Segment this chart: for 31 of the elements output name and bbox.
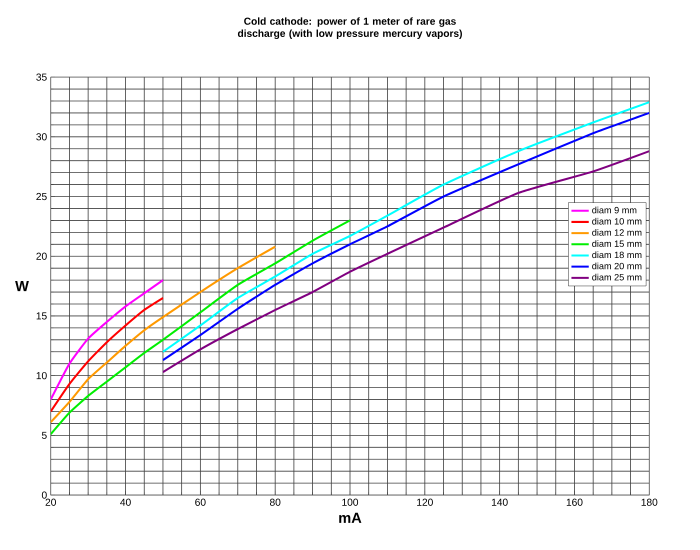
y-tick-label: 35 <box>36 74 47 81</box>
legend-label: diam 12 mm <box>592 229 642 236</box>
x-tick-label: 100 <box>342 498 358 506</box>
legend-label: diam 10 mm <box>592 218 642 225</box>
y-tick-label: 20 <box>36 252 47 260</box>
legend-label: diam 20 mm <box>592 262 642 270</box>
y-tick-label: 30 <box>36 133 47 140</box>
x-tick-label: 80 <box>270 498 280 506</box>
x-tick-label: 140 <box>492 498 508 506</box>
line-series <box>50 279 164 401</box>
y-tick-label: 5 <box>42 432 47 439</box>
line-series <box>50 246 276 424</box>
x-tick-label: 180 <box>642 498 658 506</box>
y-tick-label: 25 <box>36 193 47 200</box>
line-series <box>50 219 352 436</box>
legend-label: diam 9 mm <box>592 206 636 214</box>
x-axis-title: mA <box>339 512 362 523</box>
legend-label: diam 25 mm <box>592 274 642 281</box>
chart-title: Cold cathode: power of 1 meter of rare gas discharge (with low pressure mercury vapors) <box>238 17 462 40</box>
x-tick-label: 60 <box>195 498 206 506</box>
line-series <box>50 297 164 413</box>
x-tick-label: 160 <box>566 498 583 506</box>
x-tick-label: 40 <box>120 498 131 506</box>
x-tick-label: 120 <box>417 498 433 506</box>
legend-label: diam 18 mm <box>592 251 642 258</box>
y-tick-label: 10 <box>36 372 47 380</box>
legend-label: diam 15 mm <box>592 240 642 247</box>
y-axis-title: W <box>15 281 29 292</box>
y-tick-label: 0 <box>42 492 47 499</box>
line-series <box>162 150 650 374</box>
y-tick-label: 15 <box>36 312 47 320</box>
